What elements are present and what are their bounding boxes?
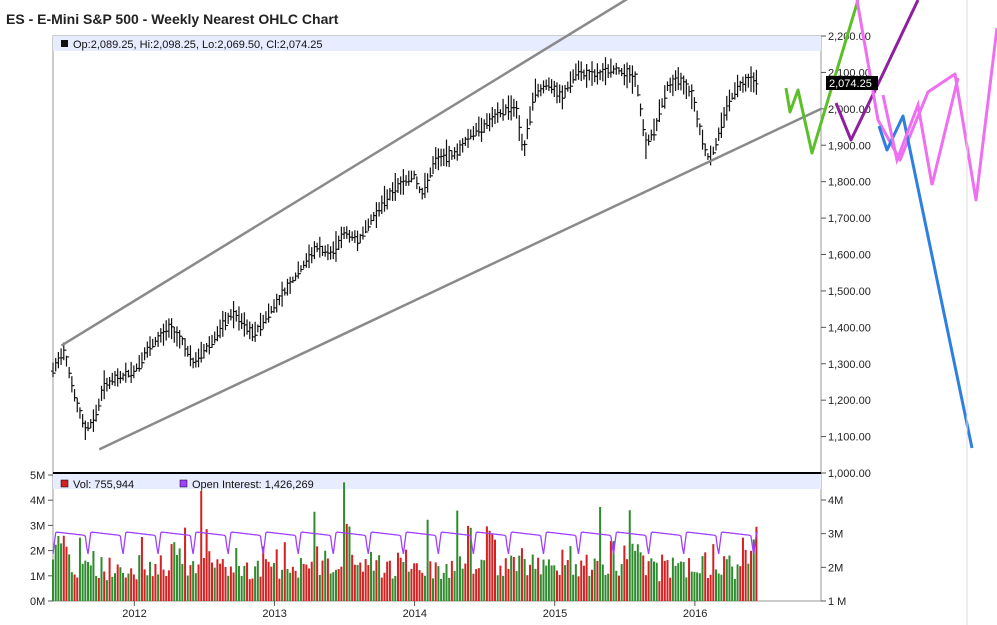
price-panel — [52, 35, 822, 474]
blue-projection-line — [877, 114, 974, 449]
price-tick-label: 1,600.00 — [828, 250, 871, 262]
time-tick-label: 2014 — [403, 608, 427, 620]
oi-legend-swatch — [179, 479, 188, 488]
volume-right-tick-label: 2M — [828, 562, 843, 574]
volume-left-tick-label: 2M — [30, 546, 45, 558]
price-tick-label: 1,400.00 — [828, 322, 871, 334]
trend-channel — [60, 0, 822, 451]
price-tick-label: 1,200.00 — [828, 395, 871, 407]
volume-left-tick-label: 5M — [30, 470, 45, 482]
time-axis: 2012 2013 2014 2015 2016 — [122, 601, 707, 620]
volume-left-tick-label: 1M — [30, 571, 45, 583]
green-projection-line — [784, 0, 860, 155]
magenta-projection-line — [855, 0, 997, 202]
projection-lines — [784, 0, 997, 449]
volume-left-tick-label: 0M — [30, 596, 45, 608]
last-price-box — [826, 76, 878, 90]
time-tick-label: 2016 — [683, 608, 707, 620]
volume-bars — [52, 482, 758, 601]
price-tick-label: 1,800.00 — [828, 177, 871, 189]
oi-readout: Open Interest: 1,426,269 — [192, 479, 314, 491]
time-tick-label: 2013 — [262, 608, 286, 620]
price-tick-label: 2,200.00 — [828, 31, 871, 43]
time-tick-label: 2015 — [543, 608, 567, 620]
volume-left-tick-label: 3M — [30, 520, 45, 532]
price-tick-label: 1,300.00 — [828, 359, 871, 371]
open-interest-line — [52, 531, 759, 555]
channel-line — [98, 107, 822, 451]
price-tick-label: 1,900.00 — [828, 140, 871, 152]
volume-left-tick-label: 4M — [30, 495, 45, 507]
magenta-projection-zigzag — [881, 77, 960, 186]
ohlc-readout: Op:2,089.25, Hi:2,098.25, Lo:2,069.50, C… — [73, 39, 323, 51]
volume-readout: Vol: 755,944 — [73, 479, 134, 491]
open-interest-path — [52, 531, 759, 555]
volume-legend-swatch — [60, 479, 69, 488]
channel-line — [60, 0, 628, 347]
volume-right-tick-label: 1 M — [828, 596, 846, 608]
last-price-label: 2,074.25 — [829, 78, 872, 90]
ohlc-info-band — [53, 36, 821, 51]
price-tick-label: 1,700.00 — [828, 213, 871, 225]
chart-title: ES - E-Mini S&P 500 - Weekly Nearest OHL… — [6, 11, 339, 27]
purple-projection-line — [834, 0, 920, 142]
volume-info-band — [53, 474, 821, 489]
volume-right-tick-label: 3M — [828, 529, 843, 541]
time-tick-label: 2012 — [122, 608, 146, 620]
price-tick-label: 1,100.00 — [828, 432, 871, 444]
volume-panel — [52, 472, 822, 602]
ohlc-legend-swatch — [61, 40, 68, 47]
volume-axis: 0M 1M 2M 3M 4M 5M 1 M 2M 3M 4M — [30, 470, 846, 608]
price-tick-label: 1,500.00 — [828, 286, 871, 298]
price-tick-label: 1,000.00 — [828, 468, 871, 480]
ohlc-bars — [51, 57, 759, 440]
volume-right-tick-label: 4M — [828, 495, 843, 507]
